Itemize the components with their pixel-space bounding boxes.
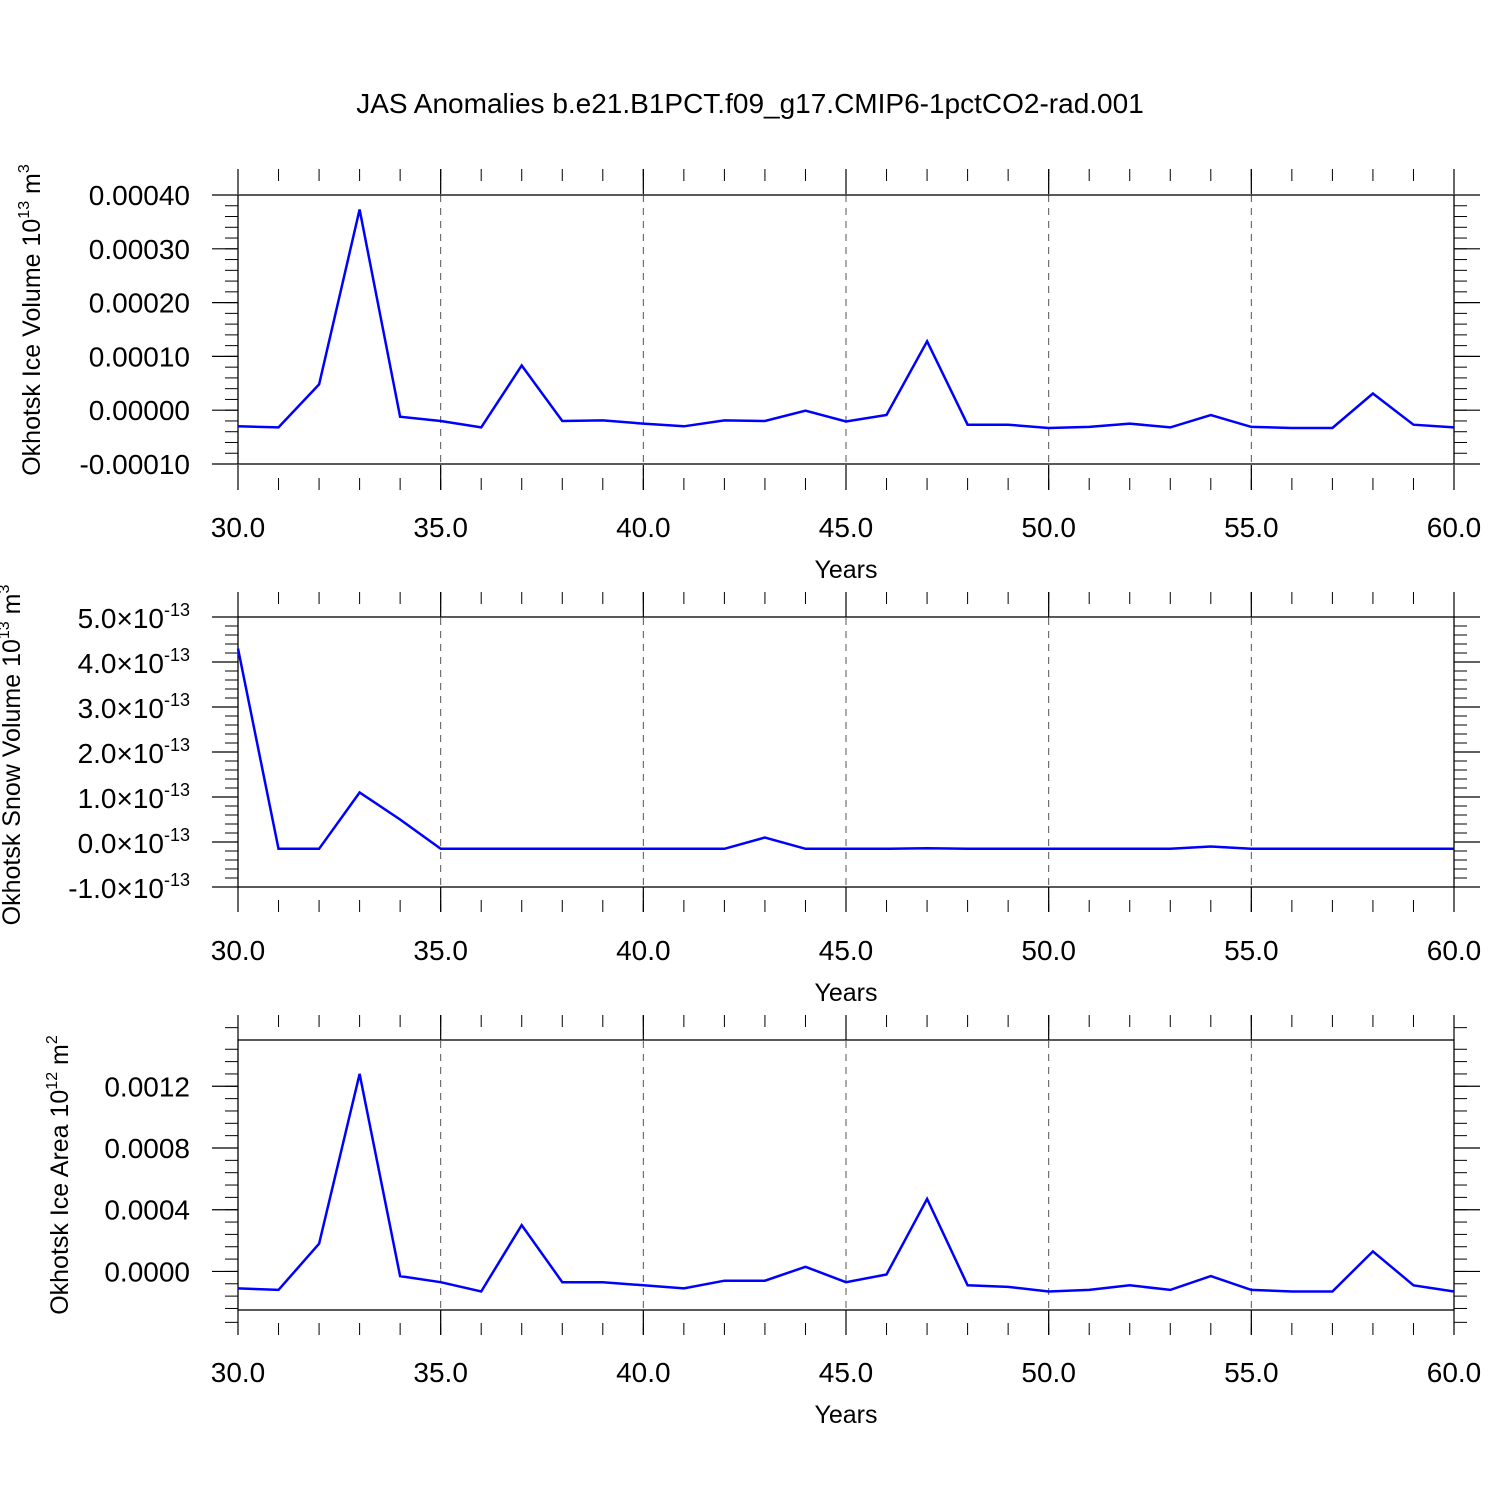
panel-1: 30.0 35.0 40.0 45.0 50.0 55.0 60.0 -0.00010 0.00… (16, 164, 1481, 584)
y-tick-label: 4.0×10-13 (78, 645, 190, 679)
x-axis-title: Years (814, 556, 877, 584)
y-tick-label: 0.00010 (89, 341, 190, 372)
x-tick-label: 60.0 (1427, 1357, 1482, 1388)
x-tick-label: 50.0 (1021, 935, 1076, 966)
y-tick-label: 3.0×10-13 (78, 690, 190, 724)
y-tick-label: 0.0012 (104, 1071, 190, 1102)
y-tick-label: 0.0×10-13 (78, 825, 190, 859)
x-tick-label: 35.0 (413, 512, 468, 543)
x-axis-title: Years (814, 979, 877, 1007)
y-tick-label: 0.00020 (89, 288, 190, 319)
y-tick-label: 0.0004 (104, 1195, 190, 1226)
y-tick-label: 2.0×10-13 (78, 735, 190, 769)
y-tick-label: 1.0×10-13 (78, 780, 190, 814)
x-tick-label: 30.0 (211, 512, 266, 543)
y-tick-label: 0.0000 (104, 1256, 190, 1287)
y-axis-title: Okhotsk Ice Volume 1013 m3 (16, 164, 46, 476)
x-tick-label: 45.0 (819, 935, 874, 966)
x-tick-label: 40.0 (616, 935, 671, 966)
x-tick-label: 35.0 (413, 935, 468, 966)
panel-2: 30.0 35.0 40.0 45.0 50.0 55.0 60.0 -1.0×10-13 0.… (0, 585, 1481, 1007)
y-tick-label: 0.00030 (89, 234, 190, 265)
y-tick-label: 5.0×10-13 (78, 600, 190, 634)
x-tick-label: 30.0 (211, 935, 266, 966)
x-tick-label: 30.0 (211, 1357, 266, 1388)
x-tick-label: 60.0 (1427, 935, 1482, 966)
y-tick-label: -0.00010 (79, 449, 190, 480)
panel-3: 30.0 35.0 40.0 45.0 50.0 55.0 60.0 0.0000 0.0004… (44, 1015, 1481, 1429)
x-tick-label: 35.0 (413, 1357, 468, 1388)
x-tick-label: 60.0 (1427, 512, 1482, 543)
y-tick-label: 0.00000 (89, 395, 190, 426)
y-tick-label: -1.0×10-13 (68, 870, 190, 904)
x-tick-label: 50.0 (1021, 1357, 1076, 1388)
x-tick-label: 55.0 (1224, 935, 1279, 966)
x-tick-label: 45.0 (819, 512, 874, 543)
x-tick-label: 55.0 (1224, 512, 1279, 543)
x-tick-label: 55.0 (1224, 1357, 1279, 1388)
x-tick-label: 50.0 (1021, 512, 1076, 543)
x-tick-label: 40.0 (616, 1357, 671, 1388)
x-tick-label: 40.0 (616, 512, 671, 543)
x-tick-label: 45.0 (819, 1357, 874, 1388)
y-tick-label: 0.00040 (89, 180, 190, 211)
y-axis-title: Okhotsk Ice Area 1012 m2 (44, 1035, 74, 1315)
y-tick-label: 0.0008 (104, 1133, 190, 1164)
x-axis-title: Years (814, 1401, 877, 1429)
y-axis-title: Okhotsk Snow Volume 1013 m3 (0, 585, 26, 926)
